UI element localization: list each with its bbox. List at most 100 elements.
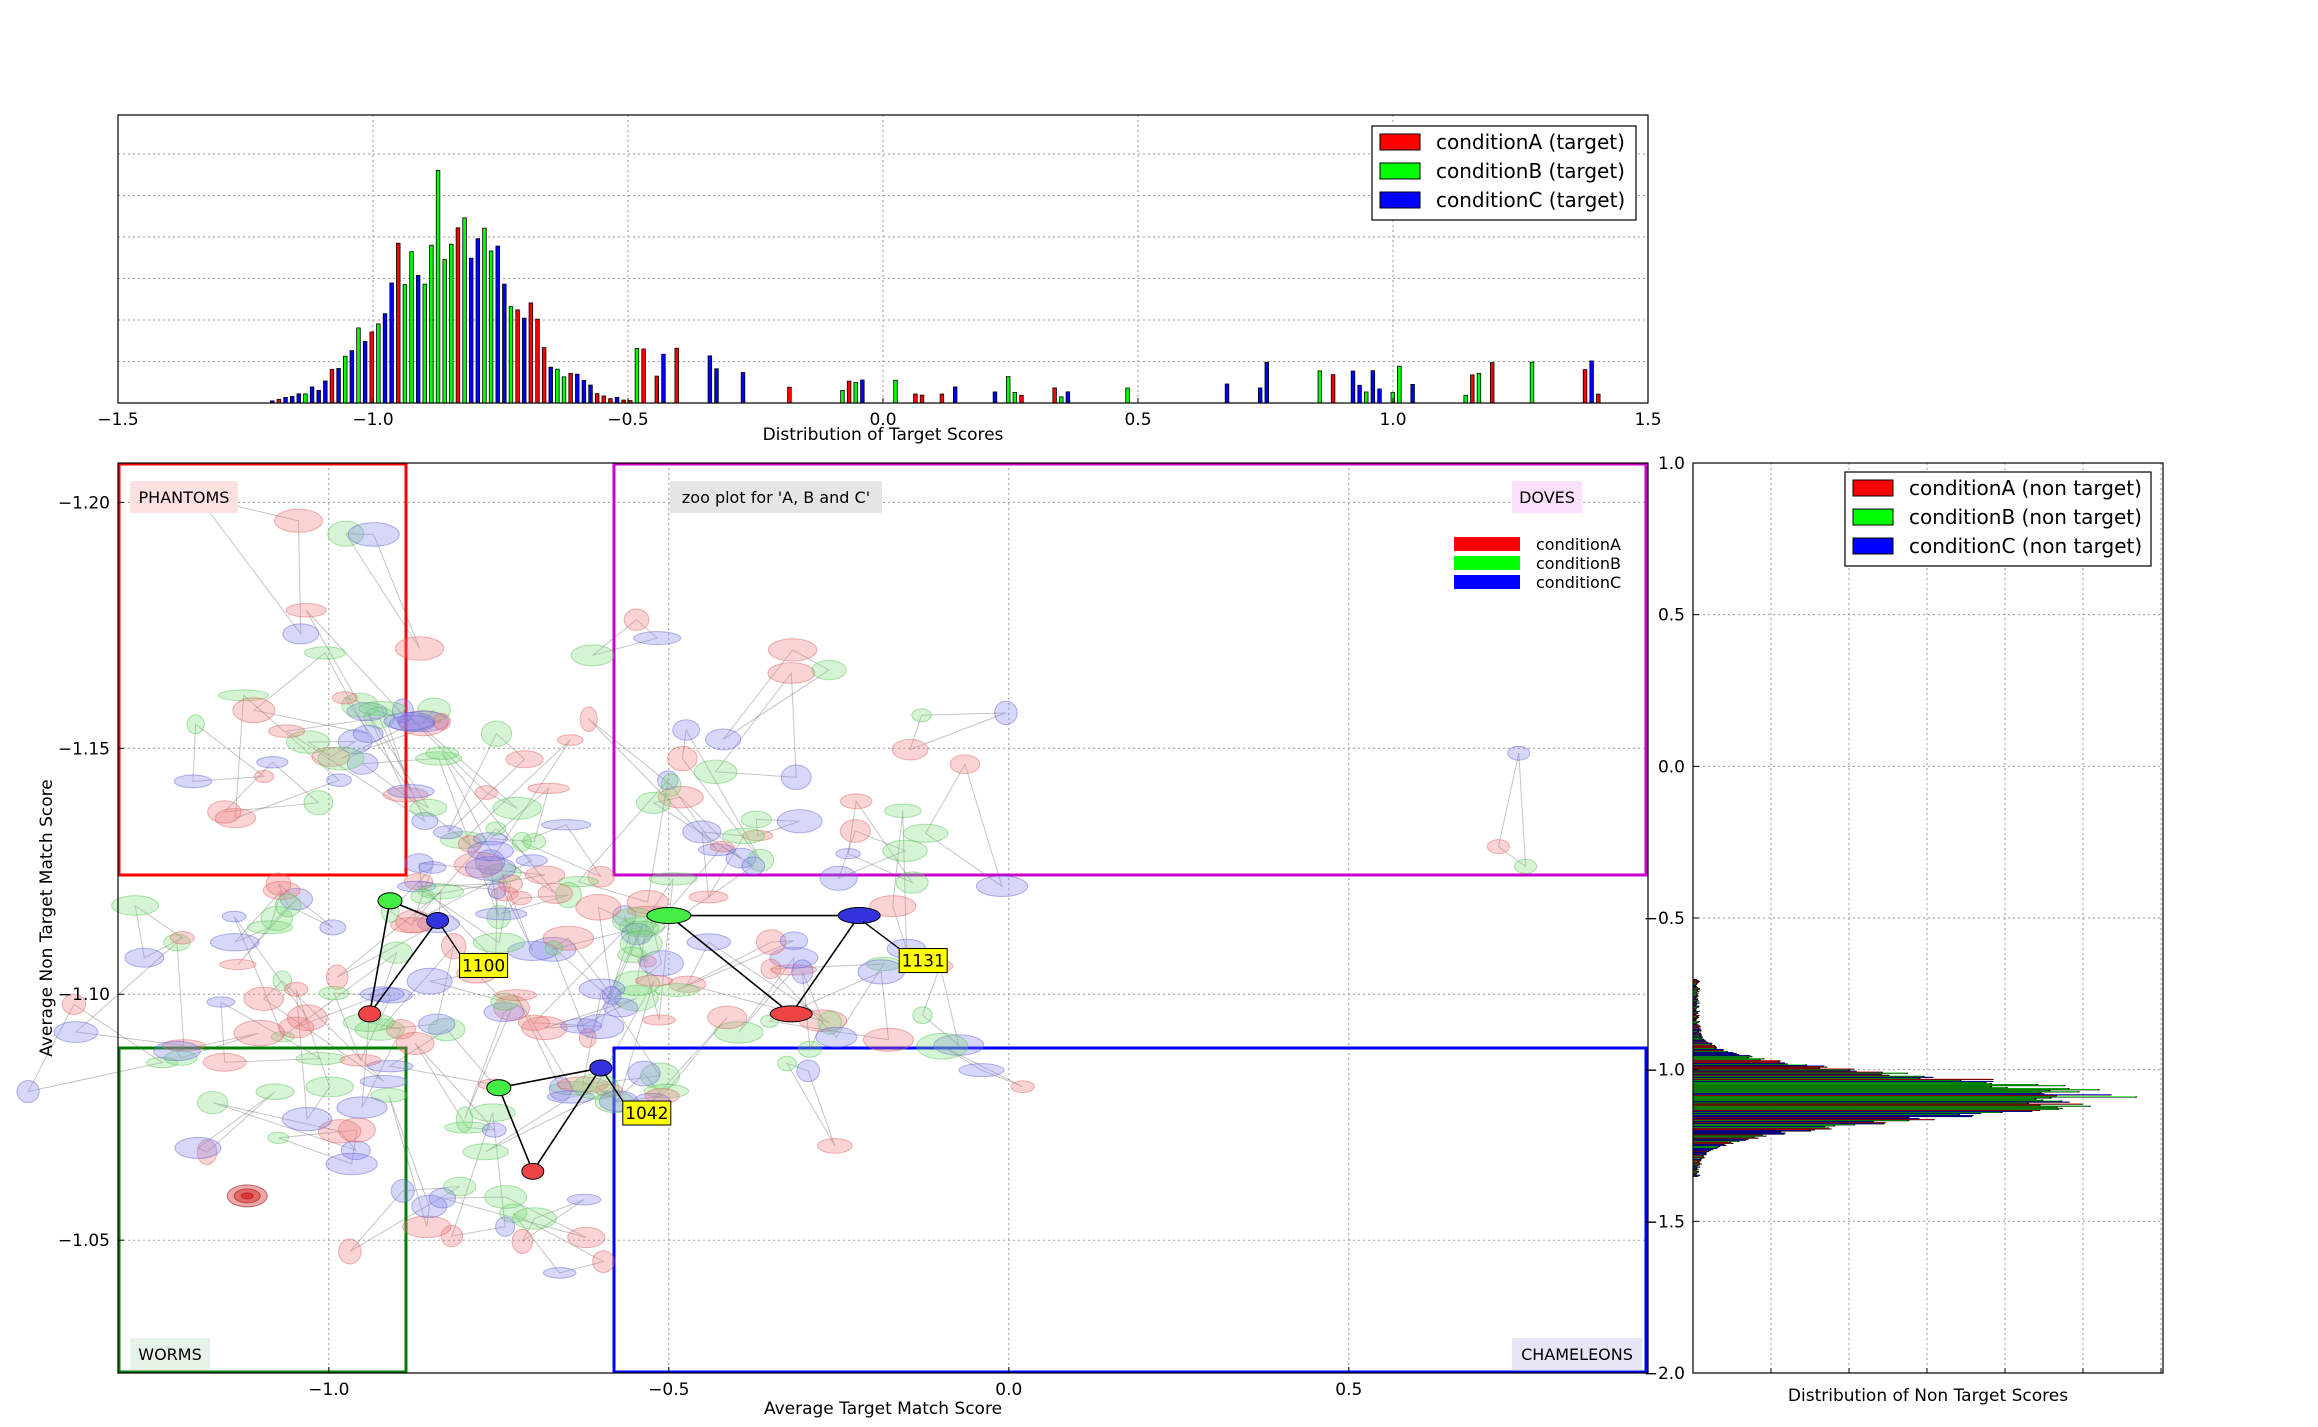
top-bar-conditionB (1529, 361, 1535, 404)
background-triangle (305, 609, 410, 722)
right-bar-conditionC (1693, 1175, 1697, 1177)
right-bar-conditionA (1693, 1109, 2039, 1111)
right-bar-conditionA (1693, 1060, 1779, 1061)
background-ellipse-conditionC (835, 848, 861, 860)
right-bar-conditionB (1693, 1031, 1697, 1033)
background-triangle (847, 799, 914, 884)
background-ellipse-conditionC (780, 764, 812, 791)
background-ellipse-conditionA (61, 993, 87, 1015)
right-bar-conditionA (1693, 1119, 1933, 1120)
background-triangle (349, 1186, 460, 1252)
background-triangle (223, 761, 320, 813)
region-worms-box (117, 1046, 408, 1374)
right-bar-conditionC (1693, 1153, 1705, 1154)
right-bar-conditionA (1693, 1025, 1699, 1026)
right-bar-conditionC (1693, 1076, 1932, 1078)
right-bar-conditionB (1693, 1089, 2098, 1090)
background-ellipse-conditionB (895, 871, 929, 894)
top-bar-conditionB (429, 244, 434, 404)
background-ellipse-conditionC (621, 922, 653, 946)
top-bar-conditionC (1357, 384, 1362, 404)
background-ellipse-conditionA (594, 1083, 624, 1097)
right-bar-conditionB (1693, 1120, 1908, 1121)
right-bar-conditionC (1693, 1149, 1712, 1150)
top-bar-conditionA (608, 398, 613, 404)
dove-connector (1518, 753, 1527, 867)
background-ellipse-conditionB (817, 1010, 842, 1035)
right-bar-conditionB (1693, 1100, 2061, 1102)
background-ellipse-conditionC (560, 1018, 603, 1034)
zoo-y-tick-label: −1.10 (58, 985, 110, 1005)
background-ellipse-conditionA (202, 1052, 247, 1072)
top-bar-conditionC (992, 391, 998, 404)
background-ellipse-conditionB (648, 872, 698, 886)
right-bar-conditionB (1693, 1077, 1919, 1079)
background-triangle (388, 1095, 430, 1227)
callout-arrow-1042 (604, 1073, 624, 1102)
background-ellipse-conditionB (363, 706, 396, 729)
background-triangle (402, 710, 518, 809)
top-bar-conditionA (641, 348, 646, 404)
background-ellipse-conditionC (475, 907, 528, 921)
right-bar-conditionA (1693, 1068, 1852, 1070)
right-bar-conditionC (1693, 1010, 1698, 1012)
background-ellipse-conditionA (398, 710, 449, 737)
background-triangle (418, 862, 546, 897)
right-legend-label-c: conditionC (non target) (1909, 534, 2142, 558)
right-bar-conditionA (1693, 1128, 1830, 1129)
background-triangle (924, 762, 1003, 888)
right-bar-conditionC (1693, 1024, 1697, 1025)
background-triangle (343, 696, 412, 792)
top-bar-conditionC (495, 245, 500, 404)
top-bar-conditionC (740, 372, 746, 404)
right-bar-conditionB (1693, 993, 1697, 994)
top-bar-conditionC (323, 380, 328, 404)
background-triangle (921, 964, 960, 1047)
top-bar-conditionB (1059, 396, 1064, 404)
background-ellipse-conditionC (411, 1194, 448, 1219)
background-ellipse-conditionC (369, 987, 413, 1004)
background-ellipse-conditionC (639, 950, 684, 977)
background-ellipse-conditionB (317, 746, 365, 771)
right-bar-conditionB (1693, 1106, 2056, 1108)
right-bar-conditionA (1693, 1162, 1699, 1164)
background-ellipse-conditionB (617, 946, 647, 964)
background-ellipse-conditionB (522, 833, 547, 850)
right-bar-conditionA (1693, 1160, 1700, 1161)
right-bar-conditionB (1693, 1097, 2050, 1099)
top-bar-conditionC (1410, 384, 1415, 404)
right-bar-conditionB (1693, 1084, 2037, 1085)
right-bar-conditionA (1693, 1129, 1813, 1131)
right-bar-conditionB (1693, 1081, 1985, 1083)
dove-ellipse-conditionB (1514, 858, 1538, 874)
right-bar-conditionC (1693, 1112, 1979, 1114)
background-ellipse-conditionC (406, 967, 453, 995)
background-triangle (636, 911, 663, 985)
background-ellipse-conditionC (387, 784, 435, 799)
right-bar-conditionA (1693, 1141, 1730, 1143)
right-histogram-y-ticks: 1.0 0.5 0.0 −0.5 −1.0 −1.5 −2.0 (1644, 454, 2162, 1384)
top-bar-conditionA (369, 331, 374, 404)
background-ellipse-conditionB (444, 1121, 491, 1134)
right-bar-conditionC (1693, 1116, 1970, 1117)
background-ellipse-conditionC (481, 1122, 507, 1138)
right-bar-conditionC (1693, 1139, 1745, 1141)
background-ellipse-conditionA (517, 1014, 551, 1031)
background-ellipse-conditionB (619, 930, 663, 957)
background-ellipse-conditionB (902, 823, 949, 843)
background-ellipse-conditionA (760, 958, 782, 980)
right-bar-conditionA (1693, 1095, 2055, 1096)
background-triangle (489, 786, 550, 842)
right-bar-conditionB (1693, 992, 1696, 993)
background-ellipse-conditionA (325, 964, 349, 990)
background-ellipse-conditionA (642, 1014, 676, 1026)
background-ellipse-conditionC (779, 931, 809, 950)
right-bar-conditionB (1693, 1156, 1702, 1157)
right-bar-conditionB (1693, 1113, 1959, 1115)
top-bar-conditionC (1350, 370, 1356, 404)
right-histogram-grid (1693, 463, 2163, 1373)
background-triangle (767, 971, 890, 1041)
background-ellipse-conditionC (975, 875, 1029, 898)
background-ellipse-conditionC (282, 623, 320, 645)
background-ellipse-conditionC (612, 905, 637, 927)
